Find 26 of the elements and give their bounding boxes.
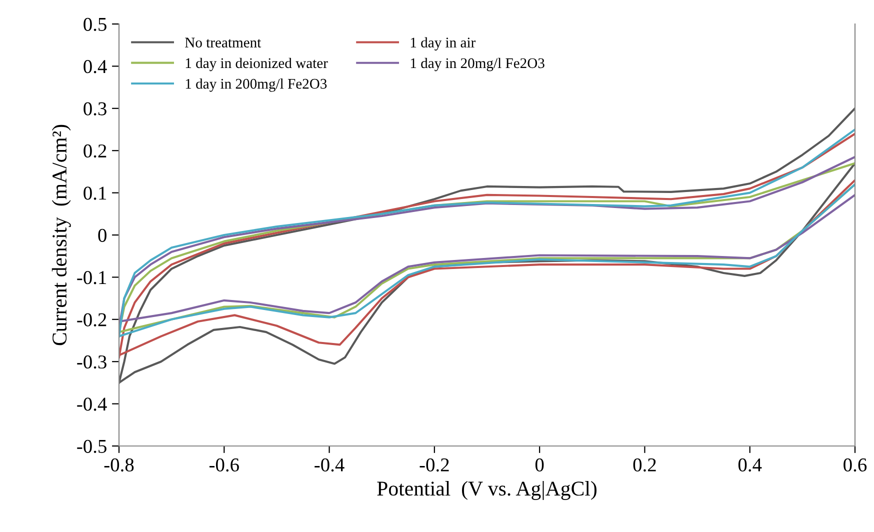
y-tick-label: 0.4 [84, 60, 107, 74]
y-tick-label: -0.2 [77, 313, 106, 326]
y-tick-label: -0.3 [77, 355, 106, 369]
y-tick-label: -0.4 [77, 398, 107, 411]
legend-label: 1 day in 200mg/l Fe2O3 [186, 78, 327, 92]
y-tick-label: -0.5 [77, 440, 106, 454]
x-tick-label: 0.2 [633, 458, 656, 472]
x-tick-label: 0.4 [738, 458, 762, 472]
x-tick-label: -0.8 [104, 458, 134, 472]
x-tick-label: -0.6 [209, 458, 239, 472]
y-tick-label: -0.1 [77, 271, 106, 284]
y-tick-label: 0.5 [84, 18, 106, 32]
x-tick-label: -0.2 [420, 458, 449, 472]
y-tick-label: 0.1 [84, 186, 106, 200]
x-tick-label: -0.4 [314, 458, 344, 472]
legend-label: 1 day in air [410, 37, 476, 50]
x-axis-title: Potential (V vs. Ag|AgCl) [377, 480, 596, 500]
legend-label: No treatment [185, 38, 262, 48]
x-tick-label: 0 [535, 458, 544, 472]
legend-label: 1 day in 20mg/l Fe2O3 [410, 58, 544, 72]
y-tick-label: 0.3 [84, 102, 106, 116]
x-tick-label: 0.6 [844, 458, 867, 472]
y-tick-label: 0.2 [84, 144, 106, 158]
y-axis-title: Current density (mA/cm²) [52, 124, 71, 346]
legend-label: 1 day in deionized water [186, 58, 328, 72]
y-tick-label: 0 [98, 228, 106, 242]
